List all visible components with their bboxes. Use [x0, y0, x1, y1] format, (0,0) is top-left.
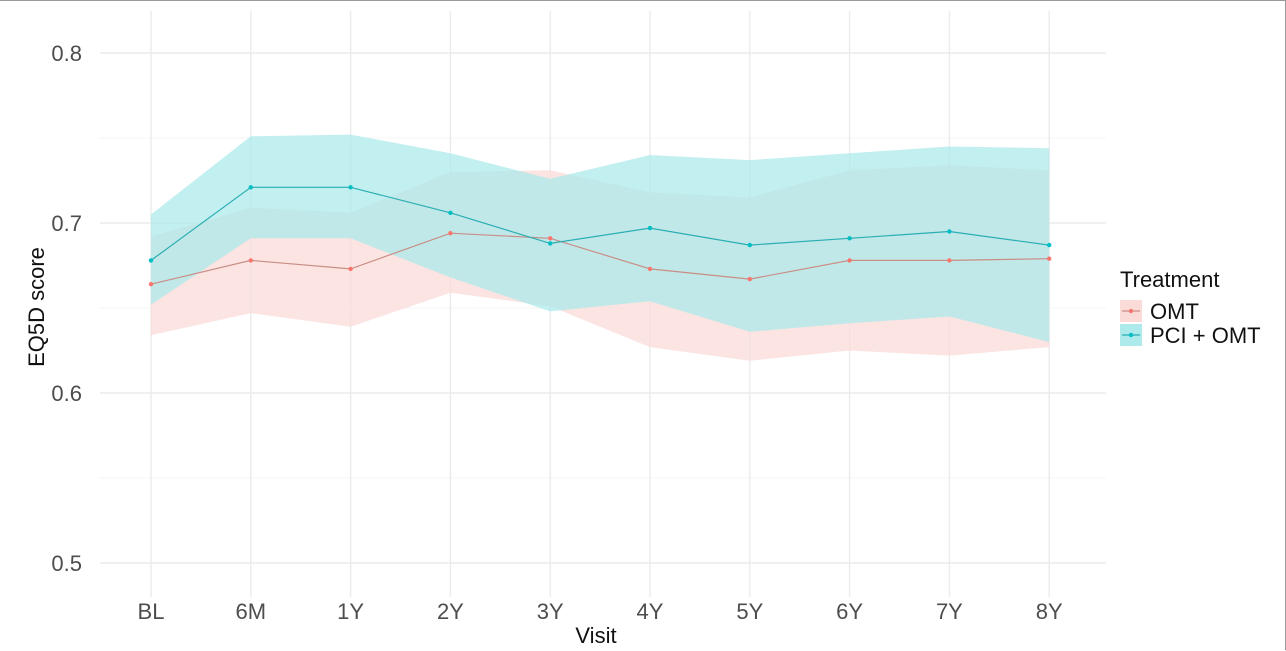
point-omt [448, 231, 453, 236]
x-tick-label: 7Y [936, 599, 963, 624]
legend-item-omt: OMT [1120, 299, 1199, 324]
point-omt [1047, 256, 1052, 261]
band-pci-omt [151, 134, 1050, 342]
y-tick-label: 0.7 [51, 211, 82, 236]
point-omt [248, 258, 253, 263]
x-tick-labels: BL 6M 1Y 2Y 3Y 4Y 5Y 6Y 7Y 8Y [138, 599, 1063, 624]
x-tick-label: 1Y [337, 599, 364, 624]
point-pci-omt [647, 225, 653, 231]
x-tick-label: 3Y [537, 599, 564, 624]
legend-point [1128, 308, 1134, 314]
x-tick-label: 6M [236, 599, 267, 624]
point-pci-omt [148, 258, 154, 263]
legend-label: PCI + OMT [1150, 323, 1261, 348]
legend-title: Treatment [1120, 267, 1219, 292]
point-pci-omt [847, 236, 852, 241]
series-lines [150, 186, 1050, 285]
point-omt [647, 266, 653, 272]
y-tick-labels: 0.5 0.6 0.7 0.8 [51, 41, 82, 576]
point-pci-omt [947, 229, 952, 234]
x-tick-label: BL [138, 599, 165, 624]
point-omt [348, 266, 353, 272]
point-omt [847, 258, 852, 263]
legend-label: OMT [1150, 299, 1199, 324]
y-axis-title: EQ5D score [24, 247, 49, 367]
x-tick-label: 8Y [1036, 599, 1063, 624]
line-pci-omt [150, 186, 1050, 261]
point-pci-omt [248, 185, 253, 190]
x-axis-title: Visit [575, 623, 616, 648]
y-tick-label: 0.6 [51, 381, 82, 406]
point-pci-omt [1047, 242, 1052, 248]
point-omt [148, 282, 154, 287]
point-pci-omt [747, 242, 752, 248]
legend-item-pci-omt: PCI + OMT [1120, 323, 1261, 348]
point-pci-omt [548, 241, 553, 246]
point-pci-omt [448, 210, 453, 215]
point-omt [947, 258, 952, 263]
x-tick-label: 4Y [637, 599, 664, 624]
y-tick-label: 0.5 [51, 551, 82, 576]
line-omt [150, 232, 1050, 285]
x-tick-label: 2Y [437, 599, 464, 624]
point-pci-omt [348, 185, 353, 190]
point-omt [548, 236, 553, 241]
x-tick-label: 6Y [836, 599, 863, 624]
x-tick-label: 5Y [736, 599, 763, 624]
legend-point [1128, 332, 1134, 338]
point-omt [747, 276, 752, 282]
confidence-bands [151, 134, 1050, 361]
y-tick-label: 0.8 [51, 41, 82, 66]
series-points [148, 185, 1052, 287]
